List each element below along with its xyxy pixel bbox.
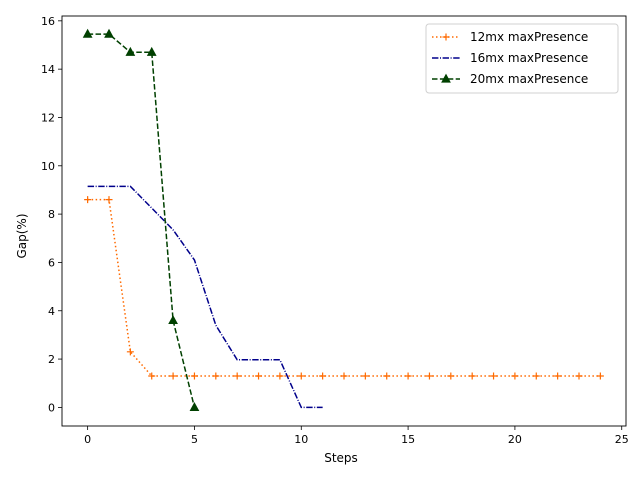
series-1 (84, 196, 604, 380)
x-tick-label: 20 (508, 433, 522, 446)
data-point (276, 372, 284, 380)
x-tick-label: 15 (401, 433, 415, 446)
legend-entry: 12mx maxPresence (432, 30, 588, 44)
series-3 (82, 28, 200, 411)
legend-label: 12mx maxPresence (470, 30, 588, 44)
legend-entry: 16mx maxPresence (432, 51, 588, 65)
series-line (87, 33, 196, 408)
data-point (297, 372, 305, 380)
data-point (125, 46, 136, 56)
data-point (511, 372, 519, 380)
legend-box (425, 23, 619, 94)
data-point (319, 372, 327, 380)
x-axis-label: Steps (324, 451, 358, 465)
legend-marker (442, 33, 450, 41)
data-point (554, 372, 562, 380)
series-2 (87, 185, 323, 409)
y-tick-label: 4 (48, 305, 55, 318)
legend-entry: 20mx maxPresence (432, 72, 588, 86)
data-point (189, 402, 200, 411)
y-axis-label: Gap(%) (15, 213, 29, 258)
legend: 12mx maxPresence 16mx maxPresence 20mx max… (425, 23, 619, 94)
data-point (404, 372, 412, 380)
y-tick-label: 10 (41, 160, 55, 173)
data-point (468, 372, 476, 380)
data-point (596, 372, 604, 380)
data-point (490, 372, 498, 380)
data-point (383, 372, 391, 380)
data-point (425, 372, 433, 380)
x-tick-label: 5 (191, 433, 198, 446)
y-tick-label: 14 (41, 63, 55, 76)
data-point (340, 372, 348, 380)
data-point (361, 372, 369, 380)
legend-marker (441, 73, 451, 83)
data-point (82, 28, 93, 38)
data-point (84, 196, 92, 204)
data-point (532, 372, 540, 380)
y-tick-label: 0 (48, 401, 55, 414)
data-point (146, 46, 157, 56)
y-tick-label: 12 (41, 111, 55, 124)
data-point (575, 372, 583, 380)
data-point (233, 372, 241, 380)
data-point (447, 372, 455, 380)
legend-label: 16mx maxPresence (470, 51, 588, 65)
plot-area (82, 28, 604, 411)
data-point (105, 196, 113, 204)
data-point (104, 28, 114, 38)
y-tick-label: 8 (48, 208, 55, 221)
data-point (126, 348, 134, 356)
data-point (148, 372, 156, 380)
data-point (168, 315, 178, 325)
data-point (212, 372, 220, 380)
legend-label: 20mx maxPresence (470, 72, 588, 86)
data-point (190, 372, 198, 380)
x-tick-label: 25 (615, 433, 629, 446)
series-line (87, 185, 323, 409)
y-tick-label: 6 (48, 256, 55, 269)
axes-frame (61, 15, 627, 427)
y-tick-label: 2 (48, 353, 55, 366)
series-line (87, 198, 601, 377)
axes: 0 5 10 15 20 25 0 2 4 6 8 10 12 14 16 (41, 15, 629, 446)
data-point (255, 372, 263, 380)
data-point (169, 372, 177, 380)
x-tick-label: 10 (294, 433, 308, 446)
x-tick-label: 0 (84, 433, 91, 446)
y-tick-label: 16 (41, 15, 55, 28)
